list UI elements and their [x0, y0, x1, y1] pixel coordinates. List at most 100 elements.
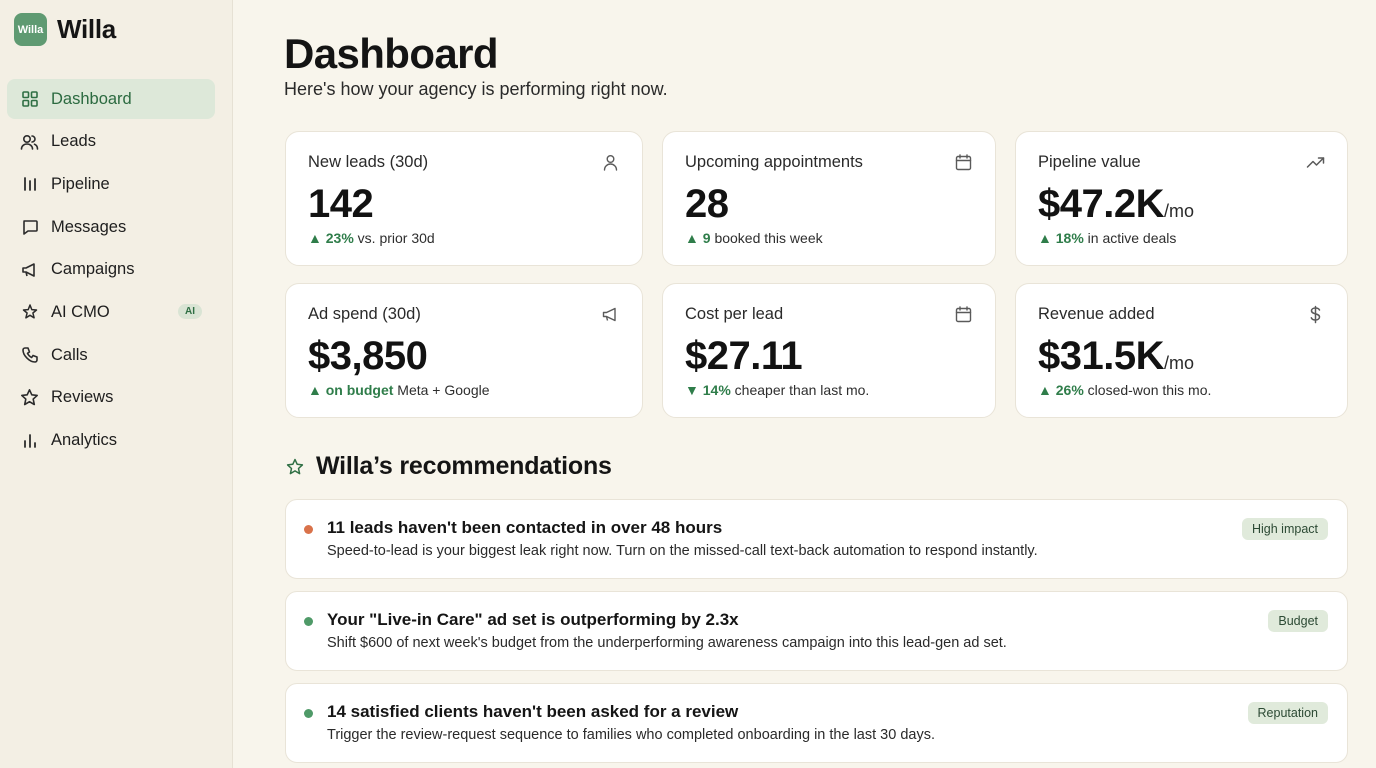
- sidebar-item-label: Pipeline: [51, 174, 110, 193]
- sidebar-item-messages[interactable]: Messages: [7, 207, 215, 247]
- metric-number: 28: [685, 182, 729, 226]
- recommendation-title: 11 leads haven't been contacted in over …: [327, 518, 723, 537]
- brand-logo: Willa: [14, 13, 47, 46]
- megaphone-icon: [20, 260, 39, 279]
- recommendation-tag: Reputation: [1247, 702, 1328, 724]
- delta-text: Meta + Google: [397, 382, 490, 398]
- metric-unit: /mo: [1163, 201, 1194, 221]
- sidebar-item-ai-cmo[interactable]: AI CMO AI: [7, 292, 215, 332]
- trend-up-icon: [1306, 153, 1325, 172]
- sidebar-item-campaigns[interactable]: Campaigns: [7, 250, 215, 290]
- down-arrow-icon: ▼: [685, 382, 699, 398]
- recommendation-description: Trigger the review-request sequence to f…: [327, 727, 935, 743]
- sidebar-item-pipeline[interactable]: Pipeline: [7, 164, 215, 204]
- delta-text: booked this week: [714, 230, 823, 246]
- recommendation-card[interactable]: 14 satisfied clients haven't been asked …: [285, 683, 1348, 763]
- metric-card-ad-spend[interactable]: Ad spend (30d) $3,850 ▲ on budget Meta +…: [285, 283, 643, 418]
- sidebar-item-dashboard[interactable]: Dashboard: [7, 79, 215, 119]
- metric-value: $3,850: [308, 334, 428, 379]
- metric-value: $27.11: [685, 334, 803, 379]
- calendar-icon: [954, 305, 973, 324]
- priority-dot: [304, 709, 313, 718]
- sidebar-item-label: Reviews: [51, 388, 114, 407]
- metric-label: Cost per lead: [685, 305, 784, 323]
- grid-icon: [20, 90, 39, 109]
- delta-text: in active deals: [1087, 230, 1177, 246]
- metric-value: $47.2K/mo: [1038, 182, 1194, 227]
- delta-value: 26%: [1055, 382, 1084, 398]
- recommendation-description: Shift $600 of next week's budget from th…: [327, 635, 1007, 651]
- bar-chart-icon: [20, 431, 39, 450]
- sidebar-item-label: Analytics: [51, 431, 118, 449]
- recommendation-tag: High impact: [1242, 518, 1328, 540]
- sparkle-icon: [20, 303, 39, 322]
- metric-number: $31.5K: [1038, 334, 1164, 378]
- sidebar-item-label: Calls: [51, 345, 88, 364]
- sidebar-item-leads[interactable]: Leads: [7, 122, 215, 162]
- recommendations-title: Willa’s recommendations: [316, 452, 612, 480]
- delta-value: on budget: [325, 382, 394, 398]
- page-subtitle: Here's how your agency is performing rig…: [284, 79, 668, 99]
- up-arrow-icon: ▲: [1038, 230, 1052, 246]
- page-title: Dashboard: [284, 30, 499, 77]
- megaphone-icon: [601, 305, 620, 324]
- metric-delta: ▲ on budget Meta + Google: [308, 382, 490, 398]
- metric-label: Upcoming appointments: [685, 153, 863, 171]
- delta-value: 18%: [1055, 230, 1084, 246]
- chat-icon: [20, 218, 39, 237]
- sparkle-icon: [286, 458, 304, 476]
- metric-number: $47.2K: [1038, 182, 1164, 226]
- metric-unit: /mo: [1163, 353, 1194, 373]
- up-arrow-icon: ▲: [308, 230, 322, 246]
- metric-card-appointments[interactable]: Upcoming appointments 28 ▲ 9 booked this…: [662, 131, 996, 266]
- recommendation-card[interactable]: Your "Live-in Care" ad set is outperform…: [285, 591, 1348, 671]
- brand-name: Willa: [57, 14, 116, 44]
- metric-label: New leads (30d): [308, 153, 429, 171]
- delta-value: 9: [702, 230, 711, 246]
- delta-value: 23%: [325, 230, 354, 246]
- metric-value: 28: [685, 182, 729, 227]
- metric-card-new-leads[interactable]: New leads (30d) 142 ▲ 23% vs. prior 30d: [285, 131, 643, 266]
- sidebar: Willa Willa Dashboard Leads Pipeline Me: [0, 0, 233, 768]
- metric-value: 142: [308, 182, 374, 227]
- recommendation-card[interactable]: 11 leads haven't been contacted in over …: [285, 499, 1348, 579]
- sidebar-item-label: Campaigns: [51, 260, 135, 279]
- delta-text: closed-won this mo.: [1087, 382, 1212, 398]
- recommendation-tag: Budget: [1268, 610, 1328, 632]
- sidebar-item-analytics[interactable]: Analytics: [7, 421, 215, 461]
- metric-delta: ▼ 14% cheaper than last mo.: [685, 382, 869, 398]
- sidebar-item-label: Dashboard: [51, 89, 132, 108]
- metric-delta: ▲ 9 booked this week: [685, 230, 823, 246]
- columns-icon: [20, 175, 39, 194]
- metric-card-cost-per-lead[interactable]: Cost per lead $27.11 ▼ 14% cheaper than …: [662, 283, 996, 418]
- metric-number: $27.11: [685, 334, 803, 378]
- recommendation-title: Your "Live-in Care" ad set is outperform…: [327, 610, 739, 629]
- dollar-icon: [1306, 305, 1325, 324]
- metric-card-revenue-added[interactable]: Revenue added $31.5K/mo ▲ 26% closed-won…: [1015, 283, 1348, 418]
- phone-icon: [20, 346, 39, 365]
- metric-number: $3,850: [308, 334, 428, 378]
- user-icon: [601, 153, 620, 172]
- sidebar-item-label: Messages: [51, 217, 127, 236]
- sidebar-item-label: Leads: [51, 132, 96, 151]
- metric-delta: ▲ 23% vs. prior 30d: [308, 230, 435, 246]
- users-icon: [20, 132, 39, 151]
- calendar-icon: [954, 153, 973, 172]
- sidebar-nav: Dashboard Leads Pipeline Messages Campai…: [7, 79, 215, 463]
- sidebar-item-label: AI CMO: [51, 302, 110, 321]
- metric-card-pipeline-value[interactable]: Pipeline value $47.2K/mo ▲ 18% in active…: [1015, 131, 1348, 266]
- brand[interactable]: Willa Willa: [14, 13, 116, 46]
- metric-label: Ad spend (30d): [308, 305, 421, 323]
- sidebar-item-reviews[interactable]: Reviews: [7, 378, 215, 418]
- up-arrow-icon: ▲: [308, 382, 322, 398]
- metric-value: $31.5K/mo: [1038, 334, 1194, 379]
- delta-text: cheaper than last mo.: [734, 382, 870, 398]
- metric-label: Revenue added: [1038, 305, 1155, 323]
- metric-delta: ▲ 18% in active deals: [1038, 230, 1176, 246]
- sidebar-item-calls[interactable]: Calls: [7, 335, 215, 375]
- recommendations-heading: Willa’s recommendations: [286, 452, 612, 481]
- metric-label: Pipeline value: [1038, 153, 1141, 171]
- up-arrow-icon: ▲: [685, 230, 699, 246]
- star-icon: [20, 388, 39, 407]
- priority-dot: [304, 525, 313, 534]
